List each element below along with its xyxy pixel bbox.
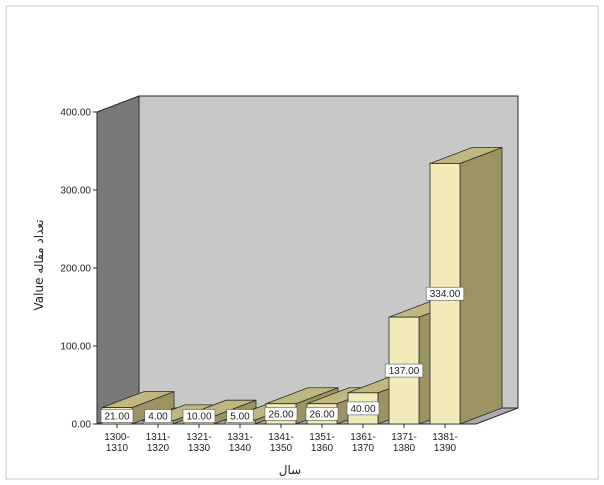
value-label: 26.00 <box>305 407 339 421</box>
x-tick-text: 1361- <box>350 432 376 443</box>
x-tick-label: 1351-1360 <box>309 424 335 454</box>
value-label-text: 137.00 <box>389 366 420 377</box>
bar-1381-1390 <box>429 146 503 425</box>
x-tick-text: 1311- <box>146 432 171 443</box>
value-label-box <box>425 286 465 301</box>
value-label: 334.00 <box>425 286 465 301</box>
x-tick-text: 1310 <box>106 443 129 454</box>
value-label: 10.00 <box>182 409 216 423</box>
value-label: 21.00 <box>100 409 134 423</box>
x-tick-text: 1321- <box>186 432 212 443</box>
bar-side <box>459 146 503 425</box>
x-tick-text: 1331- <box>227 432 253 443</box>
value-label: 4.00 <box>144 409 172 423</box>
value-label-box <box>264 407 298 421</box>
value-label-box <box>144 409 172 423</box>
x-tick-text: 1330 <box>188 443 211 454</box>
x-tick-text: 1300- <box>104 432 130 443</box>
x-tick-text: 1350 <box>270 443 293 454</box>
x-tick-label: 1321-1330 <box>186 424 212 454</box>
value-label: 5.00 <box>226 409 254 423</box>
x-tick-text: 1351- <box>309 432 335 443</box>
value-label-text: 26.00 <box>268 409 293 420</box>
value-label-box <box>226 409 254 423</box>
value-label-box <box>182 409 216 423</box>
x-tick-label: 1311-1320 <box>146 424 171 454</box>
value-label-text: 4.00 <box>148 412 168 423</box>
y-tick-label: 200.00 <box>60 264 91 275</box>
x-tick-text: 1341- <box>268 432 294 443</box>
x-tick-label: 1381-1390 <box>432 424 458 454</box>
x-axis-title: سال <box>279 463 301 477</box>
value-label-text: 10.00 <box>186 412 211 423</box>
value-label-text: 40.00 <box>350 404 375 415</box>
value-label-text: 5.00 <box>230 412 250 423</box>
x-tick-text: 1320 <box>147 443 170 454</box>
y-tick-label: 400.00 <box>60 108 91 119</box>
x-tick-text: 1390 <box>434 443 457 454</box>
x-tick-label: 1331-1340 <box>227 424 253 454</box>
y-tick-label: 300.00 <box>60 186 91 197</box>
x-tick-text: 1360 <box>311 443 334 454</box>
value-label-box <box>346 401 380 416</box>
x-tick-label: 1341-1350 <box>268 424 294 454</box>
y-tick-label: 0.00 <box>72 420 92 431</box>
value-label: 137.00 <box>384 363 424 378</box>
value-label: 26.00 <box>264 407 298 421</box>
value-label-box <box>384 363 424 378</box>
x-tick-text: 1371- <box>391 432 417 443</box>
x-tick-text: 1381- <box>432 432 458 443</box>
x-tick-label: 1371-1380 <box>391 424 417 454</box>
x-tick-label: 1300-1310 <box>104 424 130 454</box>
value-label-text: 26.00 <box>309 409 334 420</box>
x-tick-label: 1361-1370 <box>350 424 376 454</box>
x-tick-text: 1380 <box>393 443 416 454</box>
x-tick-text: 1340 <box>229 443 252 454</box>
value-label-box <box>305 407 339 421</box>
value-label-box <box>100 409 134 423</box>
value-label-text: 21.00 <box>104 411 129 422</box>
value-label: 40.00 <box>346 401 380 416</box>
y-axis-title: Value تعداد مقاله <box>32 220 46 311</box>
y-tick-label: 100.00 <box>60 342 91 353</box>
x-tick-text: 1370 <box>352 443 375 454</box>
value-label-text: 334.00 <box>430 289 461 300</box>
left-wall <box>96 95 140 425</box>
